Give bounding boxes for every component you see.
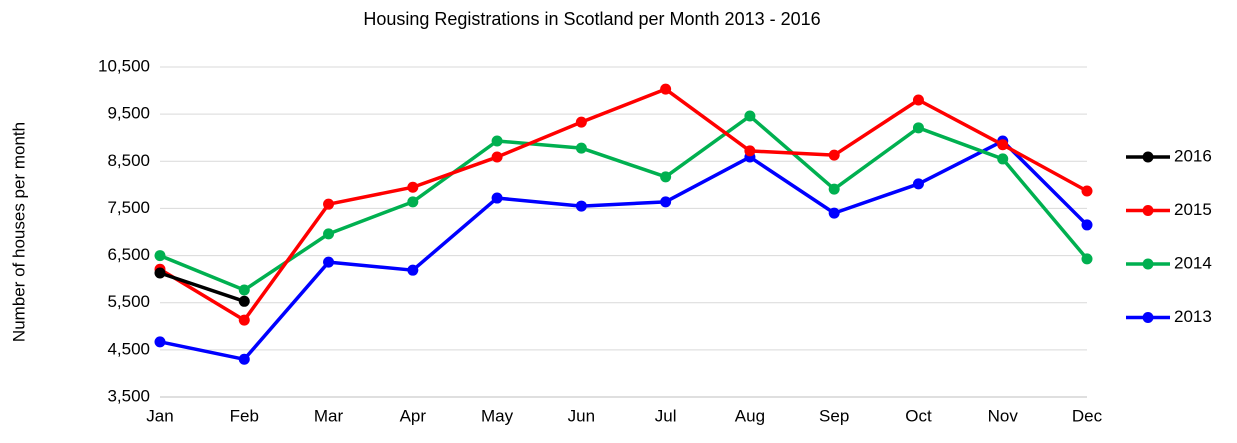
point: [323, 198, 335, 210]
point: [323, 228, 335, 240]
legend-label: 2016: [1174, 146, 1212, 165]
point: [1081, 219, 1093, 231]
point: [1081, 253, 1093, 265]
x-tick-label: Oct: [905, 406, 932, 425]
series-line: [159, 114, 1089, 292]
point: [491, 135, 503, 147]
x-tick-label: Apr: [400, 406, 427, 425]
point: [828, 149, 840, 161]
x-tick-label: Aug: [735, 406, 765, 425]
point: [997, 139, 1009, 151]
point: [407, 196, 419, 208]
legend-label: 2015: [1174, 200, 1212, 219]
y-tick-label: 9,500: [107, 104, 150, 123]
point: [828, 207, 840, 219]
point: [997, 153, 1009, 165]
point: [744, 110, 756, 122]
legend-marker: [1142, 205, 1154, 216]
point: [238, 284, 250, 296]
point: [828, 183, 840, 195]
x-tick-label: Jul: [655, 406, 677, 425]
legend-marker: [1142, 258, 1154, 270]
point: [912, 94, 924, 106]
chart-title: Housing Registrations in Scotland per Mo…: [363, 9, 820, 29]
series-line: [159, 271, 245, 303]
point: [154, 336, 166, 348]
legend-marker: [1142, 151, 1154, 163]
point: [491, 192, 503, 204]
legend-label: 2013: [1174, 307, 1212, 326]
point: [238, 314, 250, 326]
series-line: [159, 139, 1089, 362]
point: [154, 250, 166, 262]
y-tick-label: 5,500: [107, 292, 150, 311]
point: [744, 145, 756, 157]
x-tick-label: Jun: [568, 406, 595, 425]
y-tick-label: 7,500: [107, 198, 150, 217]
legend-marker: [1142, 312, 1154, 323]
x-tick-label: Feb: [230, 406, 259, 425]
point: [575, 200, 587, 212]
y-tick-label: 4,500: [107, 339, 150, 358]
y-axis-label: Number of houses per month: [9, 122, 28, 342]
point: [660, 196, 672, 208]
series-line: [159, 87, 1088, 322]
point: [407, 264, 419, 276]
x-tick-label: Jan: [146, 406, 173, 425]
y-tick-label: 3,500: [107, 386, 150, 405]
point: [323, 256, 335, 268]
point: [575, 142, 587, 154]
y-tick-label: 10,500: [98, 56, 150, 75]
x-tick-label: Nov: [988, 406, 1019, 425]
point: [238, 295, 250, 307]
point: [238, 353, 250, 365]
point: [660, 83, 672, 95]
x-tick-label: May: [481, 406, 514, 425]
point: [660, 171, 672, 183]
point: [491, 151, 503, 163]
point: [912, 122, 924, 134]
x-tick-label: Sep: [819, 406, 849, 425]
point: [1081, 185, 1093, 197]
y-tick-label: 8,500: [107, 151, 150, 170]
point: [407, 181, 419, 193]
legend-label: 2014: [1174, 253, 1212, 272]
x-tick-label: Mar: [314, 406, 344, 425]
point: [575, 116, 587, 128]
point: [912, 178, 924, 190]
point: [154, 267, 166, 279]
y-tick-label: 6,500: [107, 245, 150, 264]
x-tick-label: Dec: [1072, 406, 1103, 425]
